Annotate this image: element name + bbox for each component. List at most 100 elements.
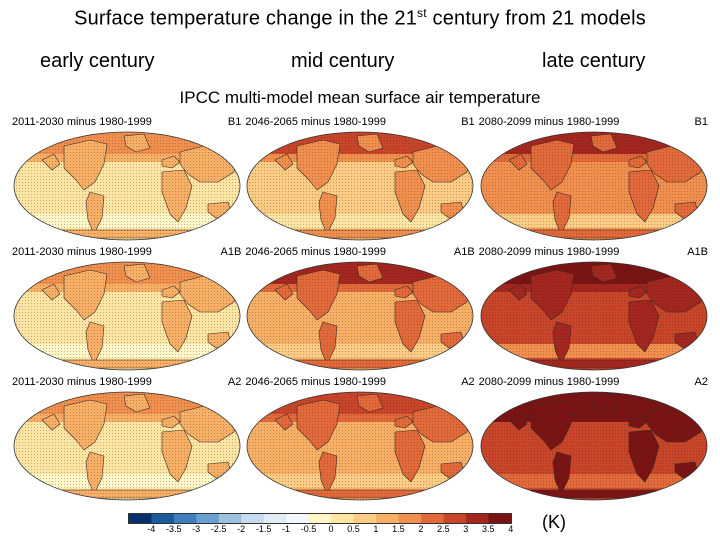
colorbar-swatch (421, 514, 445, 523)
map-panel-b1-mid: 2046-2065 minus 1980-1999 B1 (243, 114, 476, 244)
panel-scenario-label: A2 (694, 375, 708, 388)
colorbar-tick-label: -3 (192, 524, 201, 534)
panel-period-label: 2080-2099 minus 1980-1999 (478, 375, 620, 388)
colorbar-swatch (286, 514, 310, 523)
panel-scenario-label: A2 (461, 375, 475, 388)
slide-title-sup: st (417, 6, 427, 20)
map-panel-a2-late: 2080-2099 minus 1980-1999 A2 (477, 374, 710, 504)
colorbar-swatch (173, 514, 197, 523)
colorbar-tick-label: -3.5 (165, 524, 182, 534)
column-heading-mid: mid century (291, 50, 395, 72)
map-panel-a1b-early: 2011-2030 minus 1980-1999 A1B (10, 244, 243, 374)
panel-period-label: 2080-2099 minus 1980-1999 (478, 115, 620, 128)
slide-title-tail: century from 21 models (426, 7, 646, 30)
colorbar-tick-label: 3.5 (482, 524, 495, 534)
map-panel-b1-late: 2080-2099 minus 1980-1999 B1 (477, 114, 710, 244)
map-panel-b1-early: 2011-2030 minus 1980-1999 B1 (10, 114, 243, 244)
panel-period-label: 2046-2065 minus 1980-1999 (245, 375, 386, 388)
colorbar-tick-label: 3 (463, 524, 469, 534)
colorbar-tick-label: -1.5 (255, 524, 272, 534)
colorbar-tick-label: -0.5 (300, 524, 317, 534)
panel-scenario-label: A1B (453, 245, 475, 258)
stippling-overlay (480, 392, 707, 500)
colorbar-swatch (218, 514, 242, 523)
map-outline (13, 391, 241, 501)
colorbar-swatch (129, 514, 152, 523)
panel-period-label: 2080-2099 minus 1980-1999 (478, 245, 620, 258)
colorbar-tick-label: -1 (282, 524, 291, 534)
temperature-map (480, 391, 708, 501)
colorbar-swatch (196, 514, 220, 523)
colorbar-tick-label: -4 (147, 524, 156, 534)
colorbar-swatch (331, 514, 355, 523)
map-panel-grid: 2011-2030 minus 1980-1999 B1 2046-2065 mi… (10, 114, 710, 504)
temperature-map (13, 391, 241, 501)
map-outline (13, 131, 241, 241)
colorbar-swatch (151, 514, 175, 523)
colorbar (128, 513, 512, 524)
panel-period-label: 2011-2030 minus 1980-1999 (12, 115, 152, 128)
panel-scenario-label: A1B (220, 245, 242, 258)
colorbar-tick-label: 2 (418, 524, 424, 534)
stippling-overlay (247, 132, 474, 240)
colorbar-tick-label: 1.5 (392, 524, 405, 534)
stippling-overlay (14, 132, 240, 240)
colorbar-tick-label: -2 (237, 524, 246, 534)
colorbar-tick-label: -2.5 (210, 524, 227, 534)
colorbar-swatch (466, 514, 490, 523)
map-outline (13, 261, 241, 371)
map-panel-a1b-mid: 2046-2065 minus 1980-1999 A1B (243, 244, 476, 374)
panel-scenario-label: B1 (227, 115, 242, 128)
stippling-overlay (14, 262, 240, 370)
temperature-map (13, 131, 241, 241)
colorbar-tick-label: 0.5 (347, 524, 360, 534)
colorbar-swatch (488, 514, 511, 523)
panel-period-label: 2011-2030 minus 1980-1999 (12, 245, 152, 258)
stippling-overlay (480, 132, 707, 240)
panel-period-label: 2046-2065 minus 1980-1999 (245, 245, 386, 258)
temperature-map (246, 261, 474, 371)
map-panel-a2-mid: 2046-2065 minus 1980-1999 A2 (243, 374, 476, 504)
stippling-overlay (14, 392, 240, 500)
temperature-map (246, 391, 474, 501)
map-outline (246, 131, 474, 241)
stippling-overlay (247, 262, 474, 370)
panel-period-label: 2046-2065 minus 1980-1999 (245, 115, 386, 128)
column-heading-late: late century (542, 50, 646, 72)
panel-scenario-label: B1 (461, 115, 475, 128)
panel-period-label: 2011-2030 minus 1980-1999 (12, 375, 152, 388)
colorbar-tick-label: 0 (328, 524, 334, 534)
stippling-overlay (247, 392, 474, 500)
colorbar-tick-label: 2.5 (437, 524, 450, 534)
colorbar-swatch (376, 514, 400, 523)
colorbar-tick-label: 4 (508, 524, 514, 534)
map-outline (480, 391, 708, 501)
panel-scenario-label: B1 (694, 115, 708, 128)
colorbar-tick-labels: -4 -3.5 -3 -2.5 -2 -1.5 -1 -0.5 0 0.5 1 1.5 2 2.5 3 3.5… (128, 524, 514, 536)
temperature-map (480, 261, 708, 371)
map-outline (246, 391, 474, 501)
stippling-overlay (480, 262, 707, 370)
panel-scenario-label: A1B (687, 245, 708, 258)
colorbar-swatch (308, 514, 332, 523)
slide-title: Surface temperature change in the 21st c… (0, 6, 720, 31)
colorbar-swatch (443, 514, 467, 523)
slide-title-main: Surface temperature change in the 21 (74, 7, 418, 30)
map-outline (480, 131, 708, 241)
map-panel-a1b-late: 2080-2099 minus 1980-1999 A1B (477, 244, 710, 374)
temperature-map (13, 261, 241, 371)
colorbar-tick-label: 1 (373, 524, 379, 534)
panel-scenario-label: A2 (227, 375, 242, 388)
column-heading-early: early century (40, 50, 155, 72)
map-panel-a2-early: 2011-2030 minus 1980-1999 A2 (10, 374, 243, 504)
temperature-map (246, 131, 474, 241)
map-outline (246, 261, 474, 371)
colorbar-swatch (241, 514, 265, 523)
temperature-map (480, 131, 708, 241)
map-outline (480, 261, 708, 371)
colorbar-units-label: (K) (542, 512, 566, 532)
colorbar-swatch (263, 514, 287, 523)
colorbar-swatch (353, 514, 377, 523)
colorbar-swatch (398, 514, 422, 523)
figure-title: IPCC multi-model mean surface air temper… (179, 88, 541, 107)
